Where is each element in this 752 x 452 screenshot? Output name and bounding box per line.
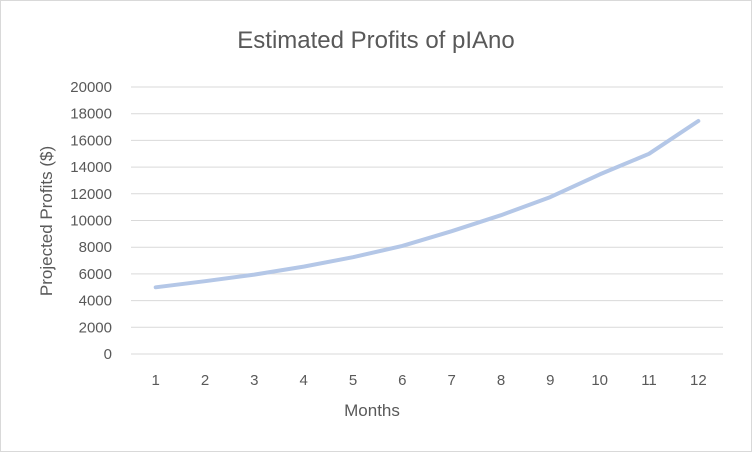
- y-tick-label: 20000: [70, 79, 112, 96]
- x-axis-ticks: 1 2 3 4 5 6 7 8 9 10 11 12: [151, 372, 706, 389]
- series-layer: [153, 119, 701, 290]
- series-line-0: [153, 119, 701, 290]
- x-tick-label: 2: [201, 372, 209, 389]
- y-tick-label: 16000: [70, 132, 112, 149]
- x-tick-label: 4: [299, 372, 307, 389]
- chart-title: Estimated Profits of pIAno: [237, 27, 515, 54]
- y-tick-label: 4000: [79, 293, 112, 310]
- x-tick-label: 3: [250, 372, 258, 389]
- x-tick-label: 11: [641, 372, 657, 389]
- y-axis-ticks: 0 2000 4000 6000 8000 10000 12000 14000 16000 180…: [70, 79, 112, 363]
- y-tick-label: 14000: [70, 159, 112, 176]
- x-tick-label: 7: [447, 372, 455, 389]
- x-tick-label: 9: [546, 372, 554, 389]
- gridlines: [131, 86, 723, 355]
- y-tick-label: 6000: [79, 266, 112, 283]
- y-tick-label: 18000: [70, 106, 112, 123]
- x-tick-label: 6: [398, 372, 406, 389]
- x-tick-label: 10: [591, 372, 608, 389]
- x-axis-title: Months: [344, 401, 400, 420]
- x-tick-label: 5: [349, 372, 357, 389]
- y-tick-label: 12000: [70, 186, 112, 203]
- x-tick-label: 1: [151, 372, 159, 389]
- y-tick-label: 8000: [79, 239, 112, 256]
- y-tick-label: 10000: [70, 213, 112, 230]
- x-tick-label: 8: [497, 372, 505, 389]
- y-axis-title: Projected Profits ($): [37, 146, 56, 296]
- y-tick-label: 0: [104, 346, 112, 363]
- y-tick-label: 2000: [79, 319, 112, 336]
- x-tick-label: 12: [690, 372, 707, 389]
